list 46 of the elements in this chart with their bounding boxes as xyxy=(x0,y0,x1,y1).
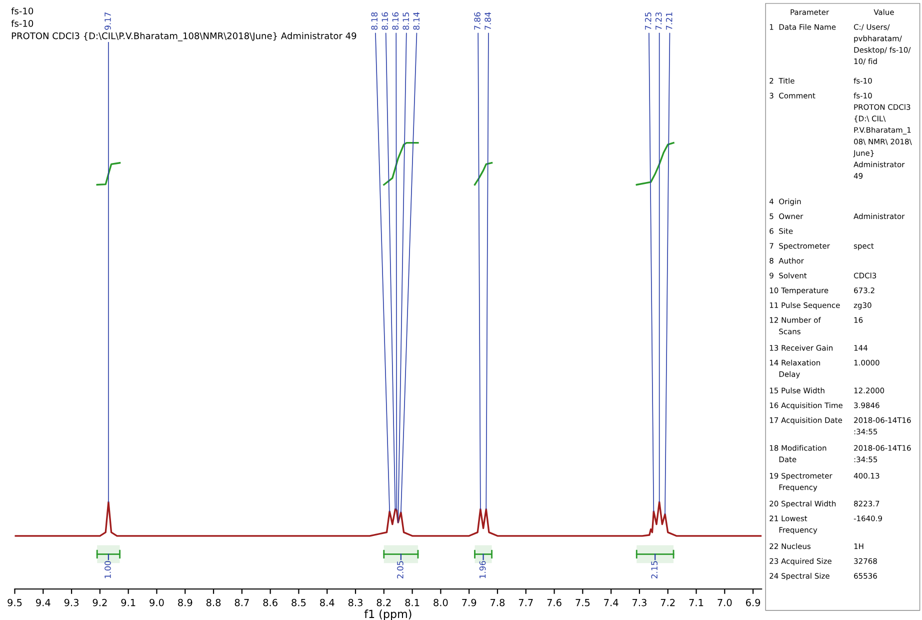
x-tick-label: 8.2 xyxy=(376,598,391,606)
x-tick-label: 8.4 xyxy=(320,598,334,606)
x-tick-label: 8.1 xyxy=(405,598,420,606)
annotation: 7.23 xyxy=(655,12,662,30)
band-label: 2.15 xyxy=(651,561,658,578)
annotation: 7.25 xyxy=(644,12,652,30)
x-tick-label: 9.4 xyxy=(36,598,50,606)
x-tick-label: 7.4 xyxy=(604,599,618,606)
x-tick-label: 7.5 xyxy=(576,599,590,606)
x-tick-label: 9.3 xyxy=(64,598,78,606)
x-tick-label: 9.5 xyxy=(8,598,22,606)
annotation: 8.14 xyxy=(413,12,420,30)
x-tick-label: 8.0 xyxy=(434,598,448,606)
chart-subtitle: fs-10 xyxy=(11,20,34,27)
band-label: 1.96 xyxy=(479,560,486,578)
x-tick-label: 9.0 xyxy=(150,598,164,606)
x-tick-label: 7.9 xyxy=(462,598,476,606)
annotation: 7.86 xyxy=(474,12,480,30)
annotation: 9.17 xyxy=(104,12,111,30)
annotation: 8.16 xyxy=(382,12,388,30)
x-tick-label: 7.8 xyxy=(490,598,505,606)
x-tick-label: 6.9 xyxy=(746,598,760,606)
annotation: 8.15 xyxy=(402,12,410,30)
x-tick-label: 7.2 xyxy=(660,598,675,606)
x-tick-label: 8.6 xyxy=(263,598,278,606)
x-tick-label: 8.9 xyxy=(178,598,192,606)
x-tick-label: 7.3 xyxy=(632,598,646,606)
x-tick-label: 7.7 xyxy=(518,599,533,606)
annotation: 7.84 xyxy=(484,12,491,30)
annotation: 7.21 xyxy=(666,12,672,30)
x-axis-title: f1 (ppm) xyxy=(364,610,412,620)
chart-title: fs-10 xyxy=(11,7,34,14)
x-tick-label: 8.7 xyxy=(234,598,249,606)
x-tick-label: 8.5 xyxy=(292,598,306,606)
x-tick-label: 7.6 xyxy=(547,598,562,606)
annotation: 8.18 xyxy=(371,12,378,30)
x-tick-label: 7.0 xyxy=(718,598,732,606)
x-tick-label: 8.3 xyxy=(348,598,362,606)
x-tick-label: 9.2 xyxy=(92,598,107,606)
band-label: 2.05 xyxy=(397,561,404,578)
band-label: 1.00 xyxy=(104,560,111,578)
text: PROTON CDCl3 {D:\CIL\P.V.Bharatam_108\NMR\2018\June} Administrator 49 xyxy=(12,32,356,42)
x-tick-label: 8.8 xyxy=(206,598,221,606)
x-tick-label: 9.1 xyxy=(121,598,136,606)
annotation: 8.16 xyxy=(392,12,399,30)
x-tick-label: 7.1 xyxy=(689,599,704,606)
